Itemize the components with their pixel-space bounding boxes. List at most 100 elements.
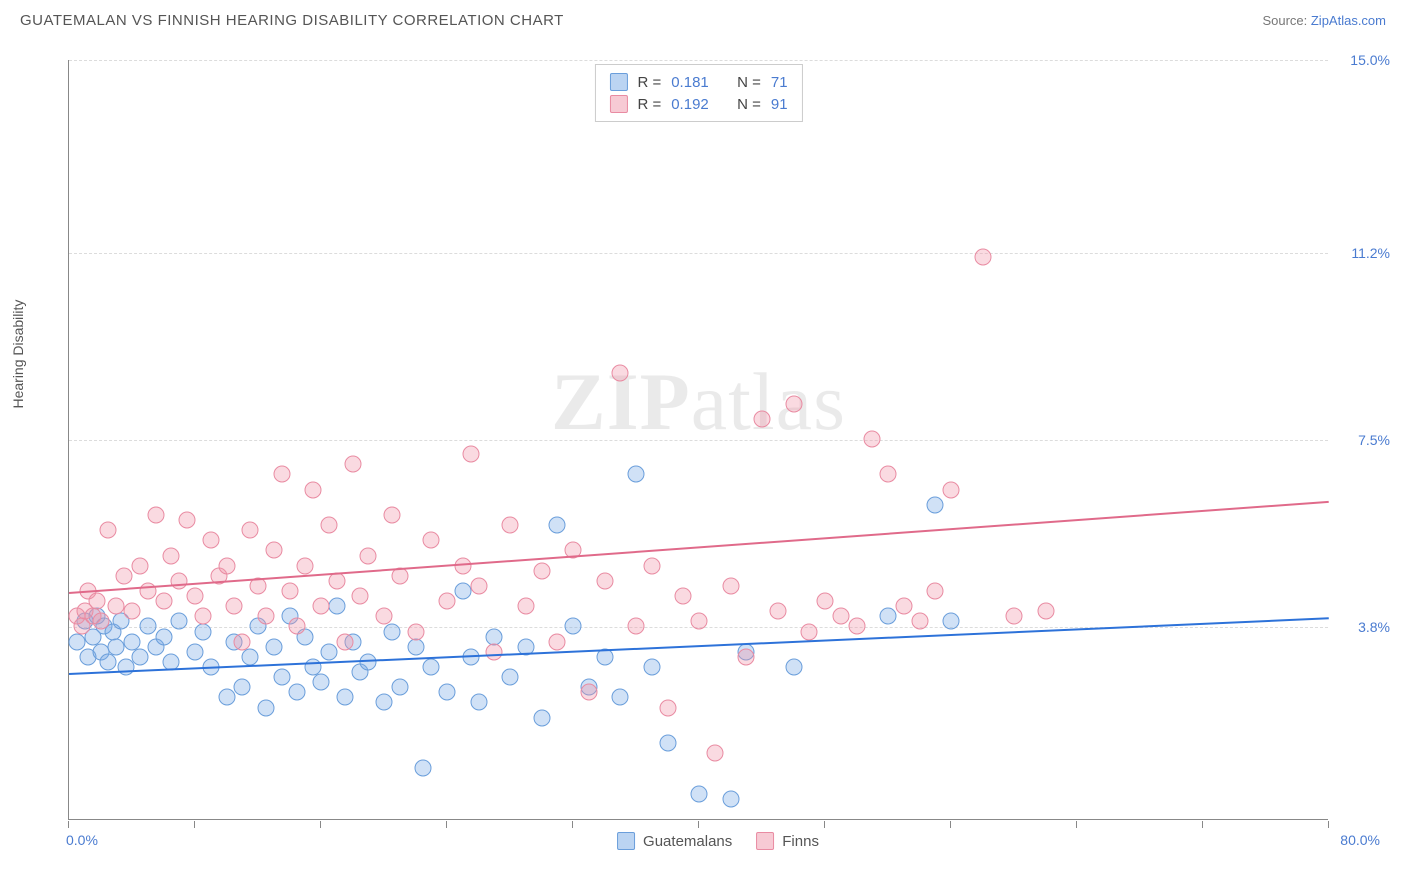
scatter-point	[880, 608, 897, 625]
source-link[interactable]: ZipAtlas.com	[1311, 13, 1386, 28]
scatter-point	[383, 507, 400, 524]
correlation-legend: R = 0.181 N = 71 R = 0.192 N = 91	[594, 64, 802, 122]
scatter-point	[927, 583, 944, 600]
scatter-point	[943, 481, 960, 498]
scatter-point	[344, 456, 361, 473]
scatter-point	[502, 517, 519, 534]
legend-item-guatemalans: Guatemalans	[617, 832, 732, 850]
scatter-point	[565, 618, 582, 635]
scatter-point	[265, 542, 282, 559]
scatter-point	[1006, 608, 1023, 625]
scatter-point	[423, 532, 440, 549]
scatter-point	[549, 517, 566, 534]
x-tick	[1328, 821, 1329, 828]
scatter-point	[171, 572, 188, 589]
x-max-label: 80.0%	[1340, 832, 1380, 848]
scatter-point	[336, 689, 353, 706]
series-legend: Guatemalans Finns	[617, 832, 819, 850]
swatch-icon	[609, 95, 627, 113]
scatter-point	[817, 593, 834, 610]
scatter-point	[486, 643, 503, 660]
scatter-point	[643, 659, 660, 676]
x-tick	[194, 821, 195, 828]
y-axis-label: Hearing Disability	[10, 300, 26, 409]
scatter-point	[407, 638, 424, 655]
scatter-point	[131, 648, 148, 665]
legend-row-finns: R = 0.192 N = 91	[609, 93, 787, 115]
scatter-point	[360, 547, 377, 564]
x-tick	[824, 821, 825, 828]
scatter-point	[383, 623, 400, 640]
scatter-point	[100, 522, 117, 539]
scatter-point	[1037, 603, 1054, 620]
scatter-point	[313, 598, 330, 615]
scatter-point	[612, 689, 629, 706]
gridline	[69, 60, 1328, 61]
x-tick	[320, 821, 321, 828]
scatter-point	[769, 603, 786, 620]
scatter-point	[89, 593, 106, 610]
swatch-icon	[609, 73, 627, 91]
scatter-point	[470, 694, 487, 711]
scatter-point	[517, 598, 534, 615]
scatter-point	[659, 735, 676, 752]
scatter-point	[108, 638, 125, 655]
x-tick-area	[68, 821, 1328, 829]
scatter-point	[580, 684, 597, 701]
scatter-point	[68, 633, 85, 650]
scatter-point	[533, 562, 550, 579]
scatter-point	[659, 699, 676, 716]
scatter-point	[218, 689, 235, 706]
scatter-point	[415, 760, 432, 777]
scatter-point	[147, 507, 164, 524]
scatter-point	[328, 598, 345, 615]
x-tick	[698, 821, 699, 828]
x-tick	[1076, 821, 1077, 828]
scatter-point	[242, 648, 259, 665]
scatter-point	[911, 613, 928, 630]
scatter-point	[305, 481, 322, 498]
scatter-point	[785, 659, 802, 676]
scatter-point	[281, 583, 298, 600]
scatter-point	[116, 567, 133, 584]
scatter-point	[257, 699, 274, 716]
scatter-point	[691, 785, 708, 802]
x-tick	[1202, 821, 1203, 828]
scatter-point	[533, 709, 550, 726]
scatter-point	[257, 608, 274, 625]
scatter-point	[754, 410, 771, 427]
gridline	[69, 440, 1328, 441]
scatter-point	[242, 522, 259, 539]
scatter-point	[549, 633, 566, 650]
scatter-point	[92, 613, 109, 630]
scatter-point	[848, 618, 865, 635]
legend-item-finns: Finns	[756, 832, 819, 850]
scatter-point	[187, 588, 204, 605]
y-tick-label: 3.8%	[1358, 619, 1390, 635]
scatter-point	[313, 674, 330, 691]
scatter-point	[722, 790, 739, 807]
scatter-point	[454, 583, 471, 600]
y-tick-label: 11.2%	[1351, 245, 1390, 261]
scatter-point	[320, 517, 337, 534]
scatter-point	[179, 512, 196, 529]
scatter-point	[202, 532, 219, 549]
scatter-point	[439, 593, 456, 610]
scatter-point	[470, 577, 487, 594]
chart-title: GUATEMALAN VS FINNISH HEARING DISABILITY…	[20, 12, 564, 29]
scatter-point	[675, 588, 692, 605]
scatter-point	[194, 623, 211, 640]
x-tick	[446, 821, 447, 828]
scatter-point	[706, 745, 723, 762]
scatter-point	[974, 248, 991, 265]
scatter-point	[832, 608, 849, 625]
x-tick	[68, 821, 69, 828]
gridline	[69, 253, 1328, 254]
scatter-point	[407, 623, 424, 640]
y-tick-label: 15.0%	[1350, 52, 1390, 68]
scatter-point	[131, 557, 148, 574]
scatter-point	[722, 577, 739, 594]
scatter-point	[273, 669, 290, 686]
swatch-icon	[617, 832, 635, 850]
scatter-point	[927, 496, 944, 513]
